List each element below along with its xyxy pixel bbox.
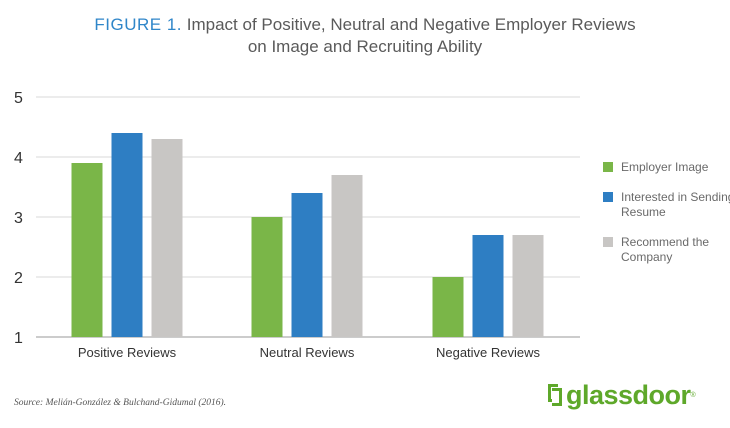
bar	[71, 163, 103, 337]
bar	[151, 139, 183, 337]
source-citation: Source: Melián-González & Bulchand-Gidum…	[14, 398, 227, 408]
logo-registered-mark: ®	[690, 391, 696, 399]
legend-swatch-gray	[603, 237, 613, 247]
y-tick-label: 5	[14, 90, 23, 107]
legend-item-employer-image: Employer Image	[603, 160, 730, 175]
y-tick-label: 1	[14, 330, 23, 347]
y-tick-label: 4	[14, 150, 23, 167]
bar	[432, 277, 464, 337]
bar	[251, 217, 283, 337]
legend-swatch-blue	[603, 192, 613, 202]
figure-label: FIGURE 1.	[94, 15, 183, 34]
title-line-2: on Image and Recruiting Ability	[247, 37, 483, 56]
bar	[291, 193, 323, 337]
bar	[111, 133, 143, 337]
legend-label: Interested in Sending Resume	[621, 190, 730, 219]
legend-label: Employer Image	[621, 160, 709, 174]
glassdoor-door-icon	[548, 384, 562, 406]
chart-legend: Employer Image Interested in Sending Res…	[603, 160, 730, 280]
bar	[512, 235, 544, 337]
logo-wordmark: glassdoor	[566, 380, 691, 410]
glassdoor-logo: glassdoor ®	[548, 380, 696, 410]
x-tick-label: Neutral Reviews	[260, 345, 355, 360]
chart-title: FIGURE 1. Impact of Positive, Neutral an…	[0, 14, 730, 58]
bar-chart: 1 2 3 4 5 Positive Reviews Neutral Reviews Nega…	[14, 90, 580, 360]
legend-item-recommend-company: Recommend the Company	[603, 235, 730, 265]
legend-swatch-green	[603, 162, 613, 172]
y-tick-label: 2	[14, 270, 23, 287]
legend-item-sending-resume: Interested in Sending Resume	[603, 190, 730, 220]
x-tick-label: Positive Reviews	[78, 345, 177, 360]
bar	[331, 175, 363, 337]
legend-label: Recommend the Company	[621, 235, 710, 264]
bar	[472, 235, 504, 337]
y-tick-label: 3	[14, 210, 23, 227]
x-tick-label: Negative Reviews	[436, 345, 541, 360]
title-line-1: Impact of Positive, Neutral and Negative…	[186, 15, 636, 34]
